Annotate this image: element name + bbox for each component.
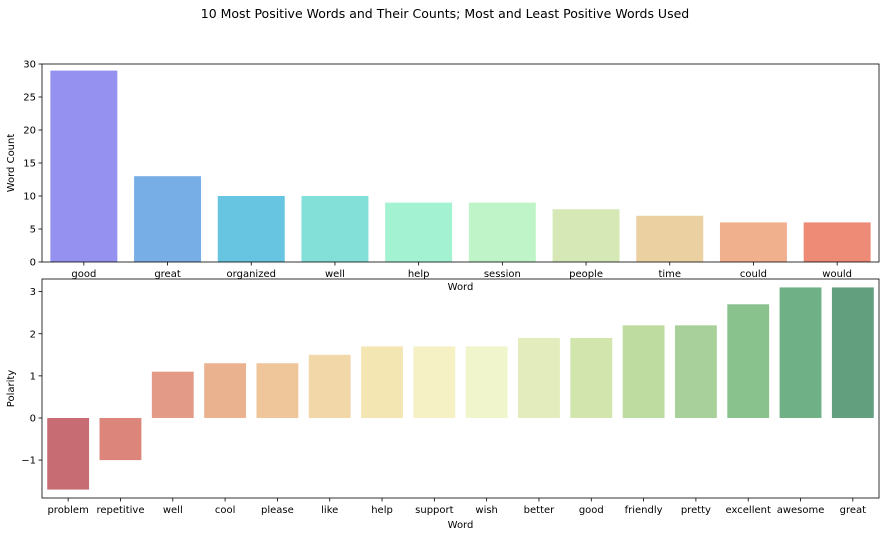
chart2-x-tick-label: support bbox=[415, 505, 453, 516]
chart1-bar bbox=[217, 196, 285, 262]
chart2-bar bbox=[308, 354, 351, 418]
chart1-x-tick-label: people bbox=[569, 269, 603, 280]
chart2-x-tick-label: excellent bbox=[726, 505, 771, 516]
chart2-x-tick-label: well bbox=[163, 505, 183, 516]
chart1-bar bbox=[50, 70, 118, 262]
chart2-bar bbox=[570, 337, 613, 418]
chart2-y-tick-label: 1 bbox=[30, 371, 36, 382]
chart2-x-tick-label: please bbox=[261, 505, 294, 516]
chart2-x-tick-label: great bbox=[840, 505, 867, 516]
chart1-x-tick-label: well bbox=[325, 269, 345, 280]
chart2-bar bbox=[47, 417, 90, 490]
chart1-x-axis-label: Word bbox=[448, 282, 474, 293]
chart2-x-tick-label: cool bbox=[215, 505, 236, 516]
chart1-y-tick-label: 5 bbox=[30, 225, 36, 236]
chart2-bar bbox=[622, 325, 665, 418]
chart2-x-tick-label: pretty bbox=[681, 505, 711, 516]
chart1-x-tick-label: good bbox=[71, 269, 96, 280]
chart2-y-tick-label: 3 bbox=[30, 287, 36, 298]
chart2-y-tick-label: −1 bbox=[21, 456, 36, 467]
chart1-x-tick-label: time bbox=[658, 269, 681, 280]
chart2-bar bbox=[674, 325, 717, 418]
chart2-x-tick-label: good bbox=[579, 505, 604, 516]
chart1-y-tick-label: 25 bbox=[23, 93, 36, 104]
chart2-bar bbox=[727, 304, 770, 418]
chart1-x-tick-label: great bbox=[154, 269, 181, 280]
chart1-x-tick-label: could bbox=[740, 269, 767, 280]
chart2-x-tick-label: help bbox=[371, 505, 393, 516]
chart2-x-tick-label: problem bbox=[47, 505, 88, 516]
chart2-x-tick-label: repetitive bbox=[96, 505, 144, 516]
chart1-y-tick-label: 0 bbox=[30, 258, 36, 269]
figure-title: 10 Most Positive Words and Their Counts;… bbox=[200, 6, 690, 21]
chart2-y-tick-label: 2 bbox=[30, 329, 36, 340]
chart1-bar bbox=[803, 222, 871, 262]
chart2-x-tick-label: friendly bbox=[625, 505, 663, 516]
chart2-bar bbox=[99, 417, 142, 461]
chart1-bar bbox=[719, 222, 787, 262]
chart2-bar bbox=[779, 287, 822, 418]
chart2-bar bbox=[361, 346, 403, 418]
chart1-bar bbox=[468, 202, 536, 262]
chart2-bar bbox=[831, 287, 874, 418]
chart1-x-tick-label: session bbox=[484, 269, 521, 280]
chart2-frame bbox=[41, 278, 880, 499]
chart2-x-tick-label: better bbox=[524, 505, 555, 516]
chart1-y-tick-label: 15 bbox=[23, 159, 36, 170]
chart2-bar bbox=[256, 363, 299, 418]
chart1-x-tick-label: would bbox=[822, 269, 852, 280]
chart2-x-tick-label: wish bbox=[475, 505, 498, 516]
chart1-bar bbox=[301, 196, 369, 262]
chart2-bar bbox=[413, 346, 456, 418]
chart1-bar bbox=[636, 215, 704, 262]
chart2-x-tick-label: like bbox=[321, 505, 338, 516]
chart2-y-tick-label: 0 bbox=[30, 413, 36, 424]
chart2-y-axis-label: Polarity bbox=[6, 370, 17, 408]
chart2-x-tick-label: awesome bbox=[777, 505, 825, 516]
chart2-x-axis-label: Word bbox=[448, 520, 474, 531]
chart2-bar bbox=[465, 346, 508, 418]
chart1-x-tick-label: organized bbox=[227, 269, 276, 280]
chart2-bar bbox=[151, 371, 194, 418]
chart1-bar bbox=[134, 176, 202, 262]
chart1-x-tick-label: help bbox=[408, 269, 430, 280]
chart1-y-tick-label: 20 bbox=[23, 126, 36, 137]
chart2-bar bbox=[204, 363, 247, 418]
chart2-bar bbox=[518, 337, 560, 418]
chart1-bar bbox=[552, 209, 620, 262]
chart1-y-axis-label: Word Count bbox=[6, 134, 17, 193]
chart1-bar bbox=[385, 202, 453, 262]
chart1-y-tick-label: 30 bbox=[23, 60, 36, 71]
chart1-y-tick-label: 10 bbox=[23, 192, 36, 203]
